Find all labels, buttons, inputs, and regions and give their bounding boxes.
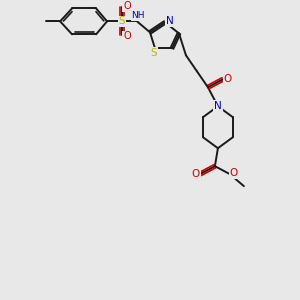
Text: O: O [230, 168, 238, 178]
Text: O: O [224, 74, 232, 84]
Text: N: N [214, 101, 222, 111]
Text: S: S [119, 16, 125, 26]
Text: S: S [151, 48, 157, 58]
Text: O: O [123, 31, 131, 41]
Text: O: O [123, 2, 131, 11]
Text: O: O [192, 169, 200, 179]
Text: NH: NH [131, 11, 145, 20]
Text: N: N [166, 16, 174, 26]
